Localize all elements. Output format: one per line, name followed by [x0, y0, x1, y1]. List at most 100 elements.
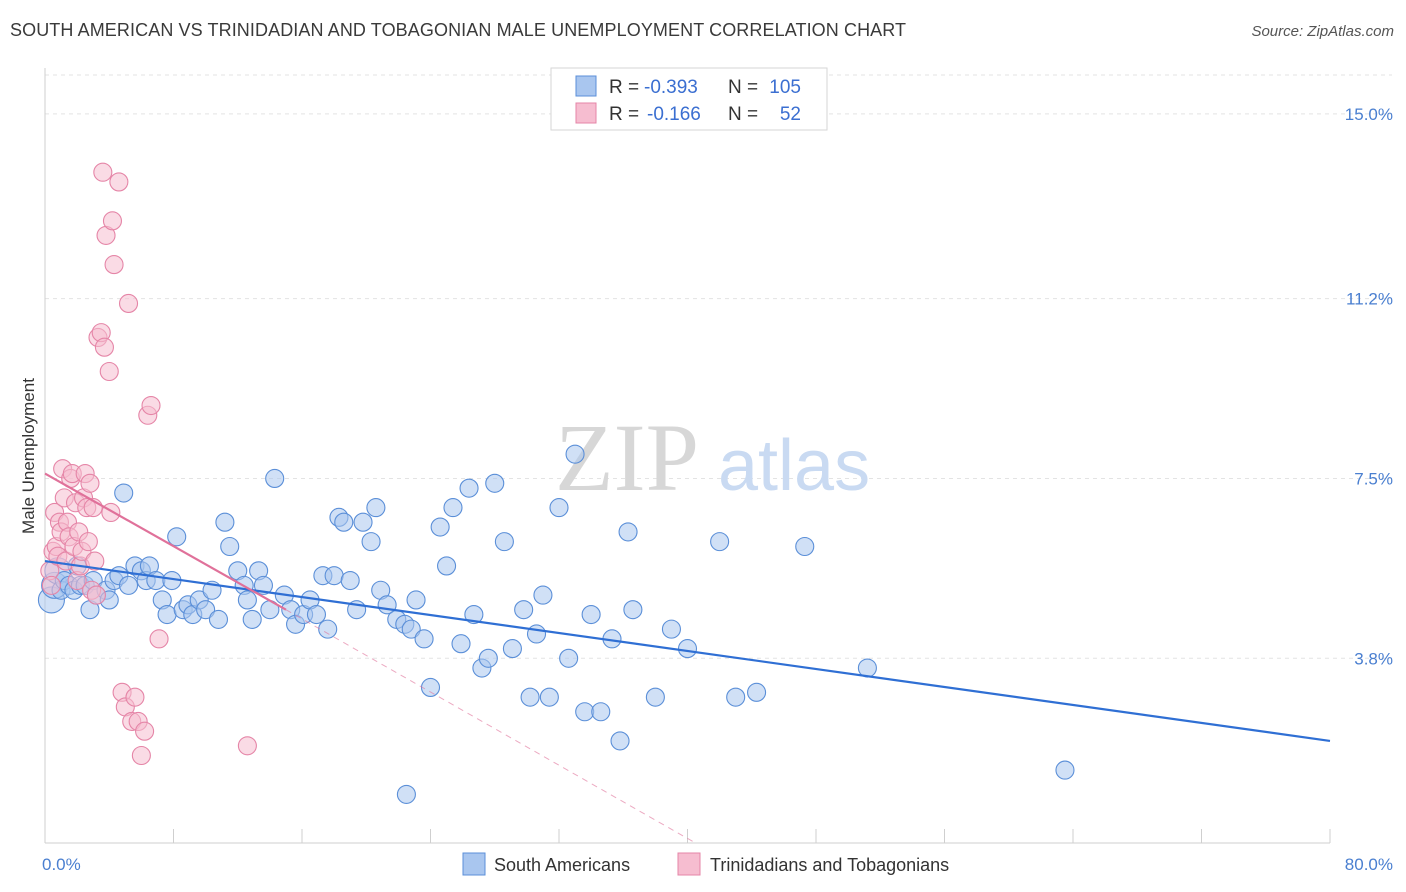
bottom-legend-swatch-pink: [677, 852, 701, 876]
blue-point-65: [401, 619, 421, 639]
blue-point-18: [118, 575, 139, 595]
y-tick-labels: 3.8% 7.5% 11.2% 15.0%: [1345, 105, 1393, 668]
pink-point-38: [104, 255, 124, 275]
blue-point-53: [324, 566, 344, 586]
blue-point-56: [340, 570, 360, 591]
legend-swatch-pink: [575, 102, 597, 124]
blue-point-34: [208, 609, 229, 629]
blue-point-79: [502, 639, 522, 659]
blue-point-36: [220, 536, 240, 557]
bottom-legend: South Americans Trinidadians and Tobagon…: [462, 852, 949, 876]
x-tick-labels: 0.0% 80.0%: [42, 855, 1393, 874]
legend-r-label-1: R =: [609, 77, 639, 98]
legend-n-value-1: 105: [769, 77, 801, 98]
legend-n-label-2: N =: [728, 104, 758, 125]
series-south-americans: [37, 444, 1075, 804]
blue-point-67: [414, 629, 434, 649]
legend-n-label-1: N =: [728, 77, 758, 98]
pink-point-42: [118, 293, 139, 314]
blue-point-44: [265, 468, 285, 488]
blue-point-89: [581, 604, 601, 625]
blue-point-74: [464, 604, 484, 625]
y-tick-label-2: 11.2%: [1346, 290, 1393, 309]
pink-point-35: [99, 361, 119, 382]
blue-point-52: [318, 619, 338, 639]
series-trinidadians: [40, 162, 257, 766]
blue-point-87: [565, 444, 585, 464]
blue-point-23: [146, 570, 166, 591]
bottom-legend-south-americans: South Americans: [494, 855, 630, 875]
legend-r-value-1: -0.393: [644, 77, 698, 98]
trend-extension-trinidadians: [285, 609, 696, 844]
blue-point-27: [167, 527, 187, 547]
pink-point-1: [41, 575, 61, 595]
blue-point-94: [623, 600, 643, 620]
x-tick-label-0: 0.0%: [42, 855, 81, 874]
trend-line-south-americans: [44, 559, 1331, 743]
trend-lines: [44, 472, 1331, 844]
blue-point-58: [353, 512, 373, 532]
blue-point-81: [520, 687, 540, 707]
blue-point-32: [196, 600, 216, 620]
watermark: ZIP atlas: [555, 404, 870, 511]
blue-point-90: [591, 702, 611, 722]
pink-point-28: [85, 551, 105, 571]
pink-point-24: [78, 532, 98, 552]
y-axis-label: Male Unemployment: [19, 378, 38, 534]
pink-point-37: [102, 211, 123, 231]
y-tick-label-1: 7.5%: [1354, 469, 1393, 488]
axes: [44, 68, 1331, 844]
blue-point-50: [306, 604, 327, 625]
blue-point-80: [514, 600, 534, 620]
legend-n-value-2: 52: [780, 104, 801, 125]
blue-point-88: [575, 702, 595, 722]
blue-point-78: [494, 532, 514, 552]
blue-point-101: [795, 536, 815, 557]
blue-point-17: [114, 483, 134, 503]
pink-point-44: [125, 687, 145, 707]
blue-point-95: [645, 687, 665, 707]
pink-point-39: [109, 172, 129, 192]
blue-point-86: [559, 648, 579, 668]
blue-point-73: [459, 478, 479, 498]
legend-box: R = -0.393 N = 105 R = -0.166 N = 52: [550, 67, 828, 131]
x-tick-label-1: 80.0%: [1345, 855, 1393, 874]
y-tick-label-0: 3.8%: [1354, 649, 1393, 668]
pink-point-46: [131, 745, 151, 766]
chart-source: Source: ZipAtlas.com: [1251, 23, 1394, 40]
pink-point-33: [94, 337, 114, 357]
blue-point-84: [539, 687, 559, 707]
blue-point-99: [726, 687, 746, 707]
blue-point-82: [526, 624, 547, 644]
trend-line-trinidadians: [44, 472, 287, 611]
blue-point-96: [661, 619, 681, 639]
pink-point-25: [80, 473, 100, 493]
blue-point-97: [677, 639, 698, 659]
blue-point-70: [437, 556, 457, 576]
blue-point-59: [361, 532, 381, 552]
blue-point-76: [478, 648, 498, 668]
blue-point-60: [366, 498, 386, 518]
blue-point-39: [237, 590, 257, 610]
pink-point-32: [93, 162, 113, 182]
blue-point-35: [215, 512, 235, 532]
pink-point-47: [135, 721, 155, 741]
blue-point-100: [747, 682, 767, 702]
legend-swatch-blue: [575, 75, 597, 97]
pink-point-51: [237, 736, 257, 756]
blue-point-83: [533, 585, 553, 605]
blue-point-42: [253, 575, 274, 595]
pink-point-29: [86, 585, 106, 605]
blue-point-71: [443, 498, 463, 518]
bottom-legend-swatch-blue: [462, 852, 486, 876]
blue-point-66: [406, 590, 426, 610]
blue-point-55: [334, 512, 354, 532]
blue-point-98: [710, 532, 730, 552]
legend-r-label-2: R =: [609, 104, 639, 125]
blue-point-40: [242, 609, 262, 629]
blue-point-103: [1055, 760, 1075, 780]
legend-r-value-2: -0.166: [647, 104, 701, 125]
pink-point-50: [149, 629, 169, 649]
blue-point-69: [430, 517, 450, 537]
